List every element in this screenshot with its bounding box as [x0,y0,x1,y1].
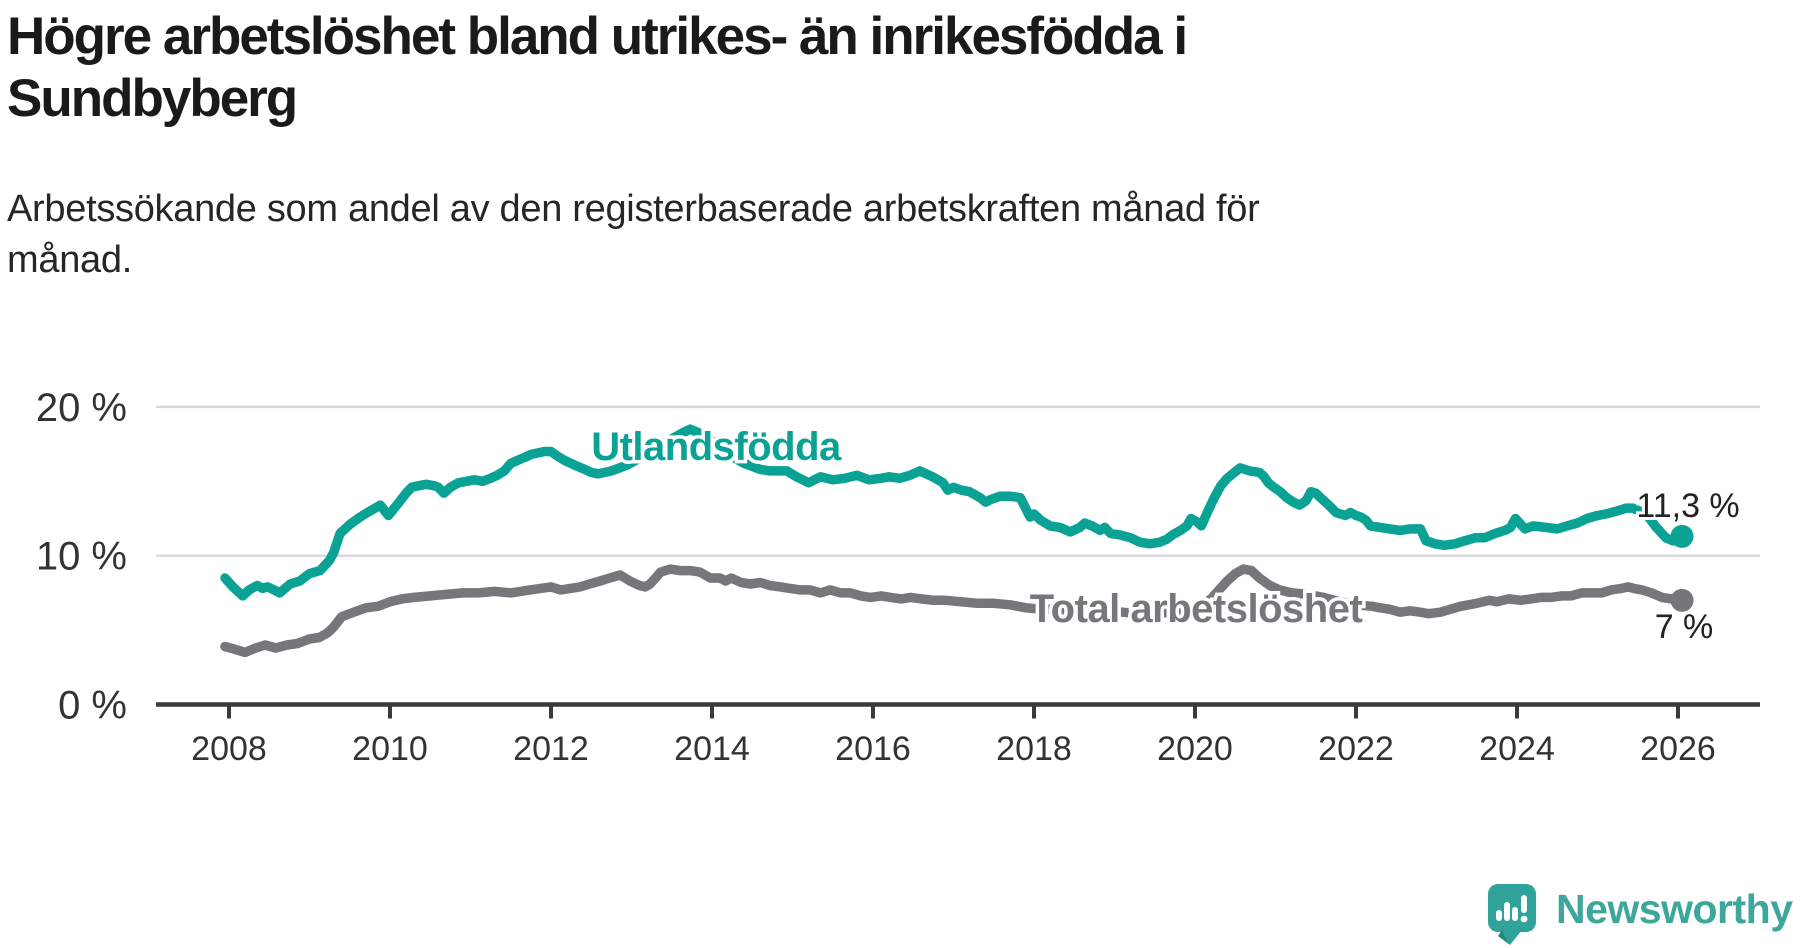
x-tick-label-2020: 2020 [1157,730,1233,768]
page-title: Högre arbetslöshet bland utrikes- än inr… [7,7,1188,128]
chart-subtitle: Arbetssökande som andel av den registerb… [7,188,1260,281]
series-label-1: Total arbetslöshet [1030,587,1363,631]
x-tick-label-2018: 2018 [996,730,1072,768]
newsworthy-logo: Newsworthy [1488,884,1793,946]
y-tick-label-20: 20 % [36,386,127,430]
series-end-label-1: 7 % [1655,608,1714,646]
x-tick-label-2014: 2014 [674,730,750,768]
x-tick-label-2022: 2022 [1318,730,1394,768]
y-tick-label-10: 10 % [36,535,127,579]
x-tick-label-2026: 2026 [1640,730,1716,768]
x-tick-label-2024: 2024 [1479,730,1555,768]
x-tick-label-2008: 2008 [191,730,267,768]
newsworthy-logo-icon [1488,884,1536,945]
x-tick-label-2010: 2010 [352,730,428,768]
series-line-0 [220,424,1687,601]
series-end-label-0: 11,3 % [1636,487,1739,525]
series-end-dot-0 [1670,524,1694,548]
series-label-0: Utlandsfödda [591,425,842,469]
series-end-dot-1 [1670,588,1694,612]
y-tick-label-0: 0 % [58,684,127,728]
newsworthy-wordmark: Newsworthy [1556,886,1793,932]
x-tick-label-2016: 2016 [835,730,911,768]
x-tick-label-2012: 2012 [513,730,589,768]
series-line-1 [220,564,1687,658]
